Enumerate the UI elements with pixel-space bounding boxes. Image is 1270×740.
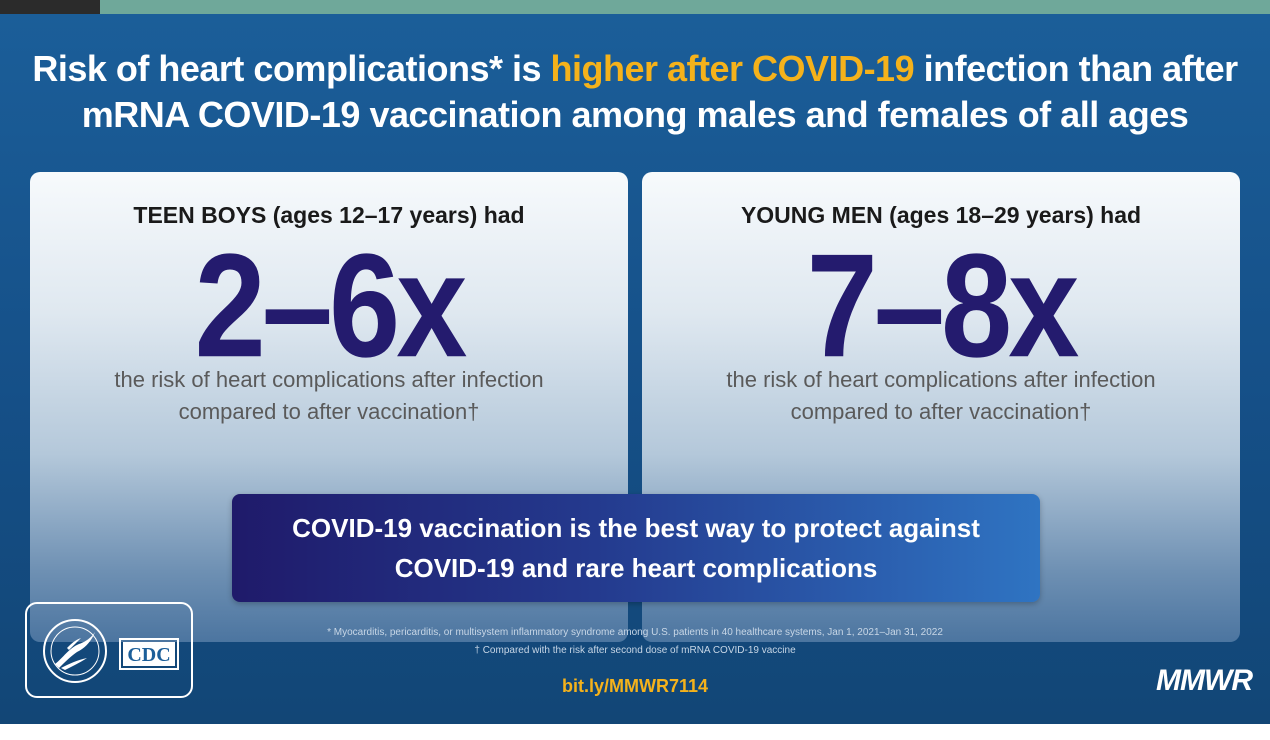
hhs-cdc-logo: CDC (25, 602, 193, 698)
headline-part-1: Risk of heart complications* is (32, 48, 551, 89)
footnote-asterisk: * Myocarditis, pericarditis, or multisys… (327, 627, 943, 638)
top-bar-dark (0, 0, 100, 14)
top-bar-accent (100, 0, 1270, 14)
young-men-description-line-1: the risk of heart complications after in… (726, 367, 1156, 392)
teen-boys-risk-value: 2–6x (194, 223, 468, 389)
headline-line-1: Risk of heart complications* is higher a… (20, 46, 1250, 92)
hhs-seal-icon (43, 619, 107, 683)
young-men-risk-value: 7–8x (806, 223, 1080, 389)
headline-part-2: infection than after (914, 48, 1239, 89)
footnotes: * Myocarditis, pericarditis, or multisys… (230, 624, 1040, 660)
headline-line-2: mRNA COVID-19 vaccination among males an… (81, 94, 1189, 135)
cdc-logo-text: CDC (127, 644, 170, 666)
teen-boys-heading: TEEN BOYS (ages 12–17 years) had (133, 202, 525, 228)
mmwr-logo: MMWR (1156, 664, 1253, 697)
mmwr-link[interactable]: bit.ly/MMWR7114 (561, 676, 709, 696)
young-men-description: the risk of heart complications after in… (662, 364, 1220, 428)
headline: Risk of heart complications* is higher a… (20, 46, 1250, 138)
banner-line-2: COVID-19 and rare heart complications (394, 553, 878, 583)
banner-line-1: COVID-19 vaccination is the best way to … (292, 513, 980, 543)
infographic-canvas: Risk of heart complications* is higher a… (0, 14, 1270, 724)
teen-boys-description-line-1: the risk of heart complications after in… (114, 367, 544, 392)
cdc-logo-icon: CDC (119, 638, 179, 670)
young-men-description-line-2: compared to after vaccination† (790, 399, 1092, 424)
footnote-dagger: † Compared with the risk after second do… (474, 645, 796, 656)
teen-boys-description-line-2: compared to after vaccination† (178, 399, 480, 424)
teen-boys-description: the risk of heart complications after in… (50, 364, 608, 428)
headline-highlight: higher after COVID-19 (550, 48, 915, 89)
young-men-heading: YOUNG MEN (ages 18–29 years) had (740, 202, 1142, 228)
vaccination-message-banner: COVID-19 vaccination is the best way to … (232, 494, 1040, 602)
